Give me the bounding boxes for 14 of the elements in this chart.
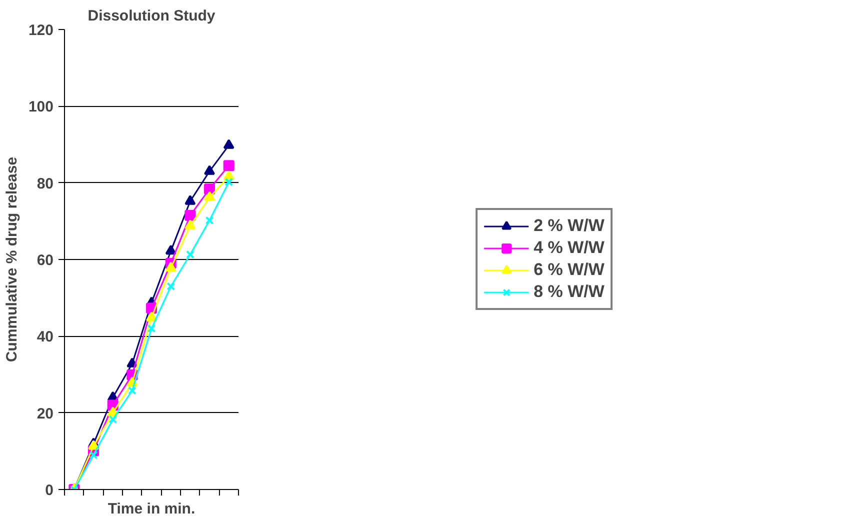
legend-label: 2 % W/W	[534, 216, 604, 236]
legend-label: 4 % W/W	[534, 238, 604, 258]
legend-label: 6 % W/W	[534, 260, 604, 280]
y-tick-label: 0	[45, 482, 54, 499]
y-tick-label: 80	[36, 175, 54, 192]
y-tick-label: 120	[28, 22, 54, 39]
chart-title: Dissolution Study	[88, 8, 216, 24]
y-tick-label: 60	[36, 252, 54, 269]
y-tick-label: 20	[36, 405, 54, 422]
y-axis-title: Cummulative % drug release	[3, 156, 20, 362]
legend-label: 8 % W/W	[534, 282, 604, 302]
y-tick-label: 100	[28, 98, 54, 116]
x-axis-title: Time in min.	[108, 500, 196, 518]
y-tick-label: 40	[36, 328, 54, 346]
